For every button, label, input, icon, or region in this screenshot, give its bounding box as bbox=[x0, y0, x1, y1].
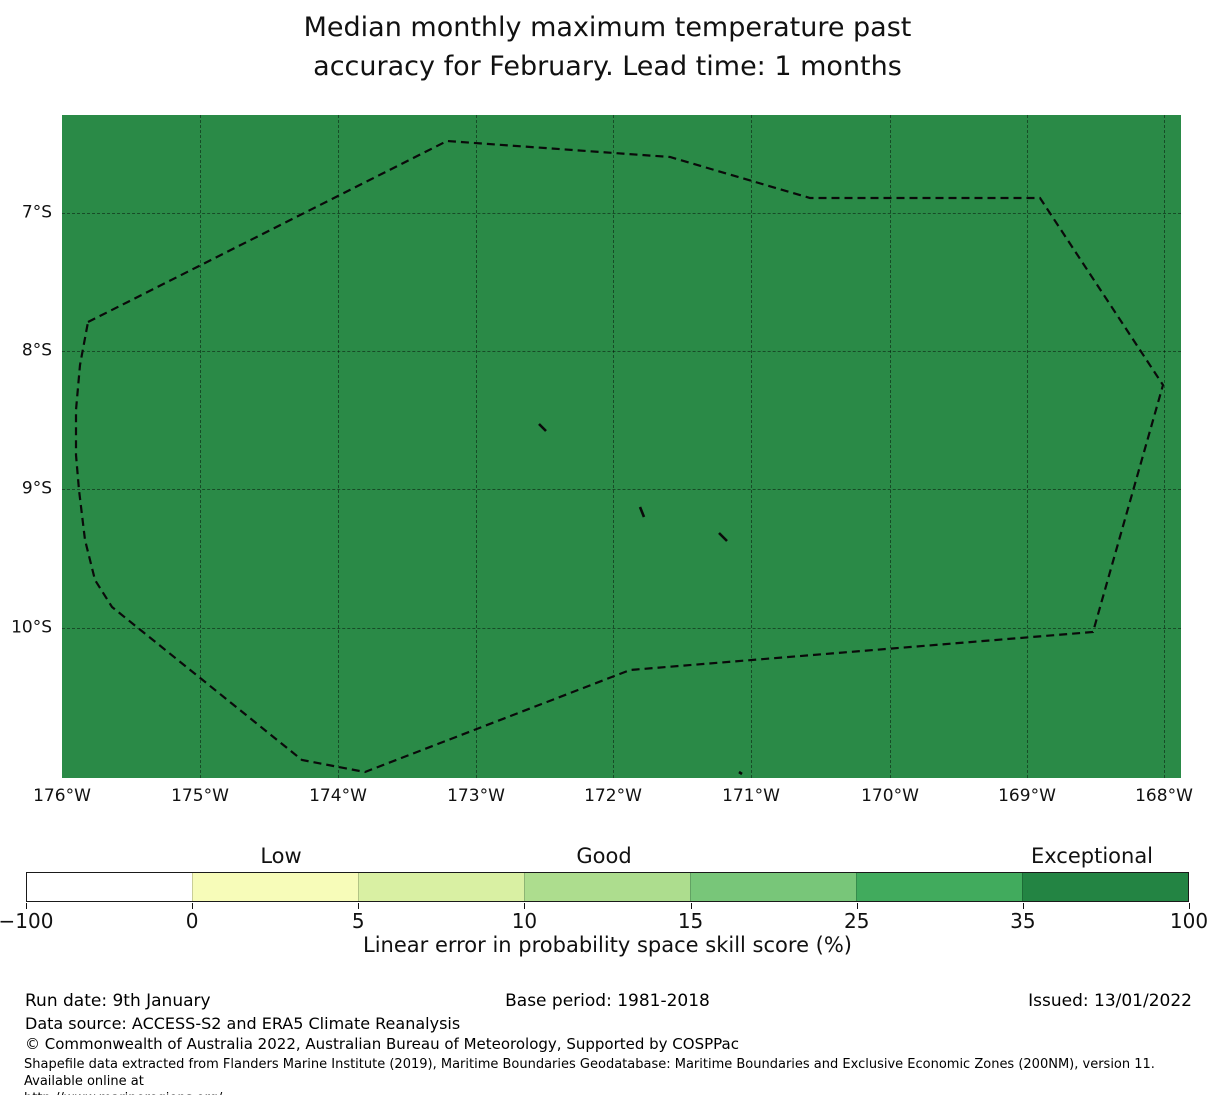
x-tick-label: 171°W bbox=[722, 786, 780, 806]
shapefile-attribution-line2: http://www.marineregions.org/. bbox=[24, 1090, 1199, 1095]
x-tick-label: 169°W bbox=[998, 786, 1056, 806]
colorbar-tick bbox=[1022, 903, 1024, 909]
base-period-text: Base period: 1981-2018 bbox=[505, 991, 710, 1011]
eez-boundary-overlay bbox=[74, 139, 1165, 776]
colorbar-tick-label: 0 bbox=[185, 909, 199, 933]
x-tick-label: 172°W bbox=[584, 786, 642, 806]
colorbar-tick bbox=[192, 903, 194, 909]
map-plot-area bbox=[62, 115, 1181, 778]
map-gridline-horizontal bbox=[62, 351, 1181, 352]
shapefile-attribution-text: Shapefile data extracted from Flanders M… bbox=[24, 1056, 1199, 1095]
x-tick-label: 176°W bbox=[33, 786, 91, 806]
chart-title-line2: accuracy for February. Lead time: 1 mont… bbox=[313, 51, 902, 82]
y-tick-label: 10°S bbox=[11, 617, 52, 638]
colorbar-tick-label: −100 bbox=[0, 909, 54, 933]
colorbar-tick bbox=[690, 903, 692, 909]
colorbar-segment bbox=[192, 873, 358, 901]
island-mark bbox=[638, 506, 646, 518]
island-mark bbox=[738, 770, 743, 776]
chart-title: Median monthly maximum temperature past … bbox=[0, 8, 1215, 86]
colorbar-segment bbox=[1022, 873, 1188, 901]
colorbar-tick-label: 5 bbox=[351, 909, 365, 933]
map-gridline-vertical bbox=[751, 115, 752, 778]
colorbar-tick-label: 25 bbox=[843, 909, 870, 933]
colorbar-tick-label: 15 bbox=[677, 909, 704, 933]
data-source-text: Data source: ACCESS-S2 and ERA5 Climate … bbox=[25, 1014, 461, 1033]
colorbar-tick bbox=[26, 903, 27, 909]
colorbar bbox=[26, 872, 1189, 902]
x-tick-label: 174°W bbox=[309, 786, 367, 806]
colorbar-tick-label: 35 bbox=[1010, 909, 1036, 933]
colorbar-segment bbox=[856, 873, 1022, 901]
issued-date-text: Issued: 13/01/2022 bbox=[1028, 991, 1192, 1011]
map-gridline-vertical bbox=[1027, 115, 1028, 778]
chart-title-line1: Median monthly maximum temperature past bbox=[303, 12, 912, 43]
colorbar-tick bbox=[856, 903, 858, 909]
colorbar-category-exceptional: Exceptional bbox=[1030, 844, 1154, 868]
colorbar-tick-label: 10 bbox=[511, 909, 538, 933]
run-date-text: Run date: 9th January bbox=[25, 991, 211, 1011]
colorbar-tick bbox=[524, 903, 526, 909]
map-gridline-vertical bbox=[338, 115, 339, 778]
x-tick-label: 168°W bbox=[1135, 786, 1193, 806]
colorbar-tick bbox=[1189, 903, 1190, 909]
colorbar-category-good: Good bbox=[576, 844, 632, 868]
map-gridline-vertical bbox=[200, 115, 201, 778]
map-gridline-vertical bbox=[476, 115, 477, 778]
map-gridline-horizontal bbox=[62, 213, 1181, 214]
map-gridline-horizontal bbox=[62, 628, 1181, 629]
x-tick-label: 173°W bbox=[447, 786, 505, 806]
colorbar-segment bbox=[690, 873, 856, 901]
island-mark bbox=[718, 532, 728, 542]
y-tick-label: 7°S bbox=[21, 202, 52, 223]
colorbar-tick bbox=[358, 903, 360, 909]
island-mark bbox=[538, 423, 547, 432]
y-tick-label: 8°S bbox=[21, 340, 52, 361]
eez-boundary-dashed-line bbox=[74, 139, 1165, 774]
copyright-text: © Commonwealth of Australia 2022, Austra… bbox=[25, 1035, 739, 1053]
map-gridline-vertical bbox=[613, 115, 614, 778]
map-gridline-horizontal bbox=[62, 489, 1181, 490]
x-tick-label: 170°W bbox=[861, 786, 919, 806]
map-gridline-vertical bbox=[890, 115, 891, 778]
colorbar-segment bbox=[524, 873, 690, 901]
colorbar-title: Linear error in probability space skill … bbox=[363, 933, 852, 957]
y-tick-label: 9°S bbox=[21, 478, 52, 499]
colorbar-segment bbox=[358, 873, 524, 901]
colorbar-tick-label: 100 bbox=[1169, 909, 1209, 933]
shapefile-attribution-line1: Shapefile data extracted from Flanders M… bbox=[24, 1057, 1155, 1089]
colorbar-category-low: Low bbox=[260, 844, 302, 868]
map-gridline-vertical bbox=[1164, 115, 1165, 778]
x-tick-label: 175°W bbox=[171, 786, 229, 806]
colorbar-segment bbox=[27, 873, 192, 901]
